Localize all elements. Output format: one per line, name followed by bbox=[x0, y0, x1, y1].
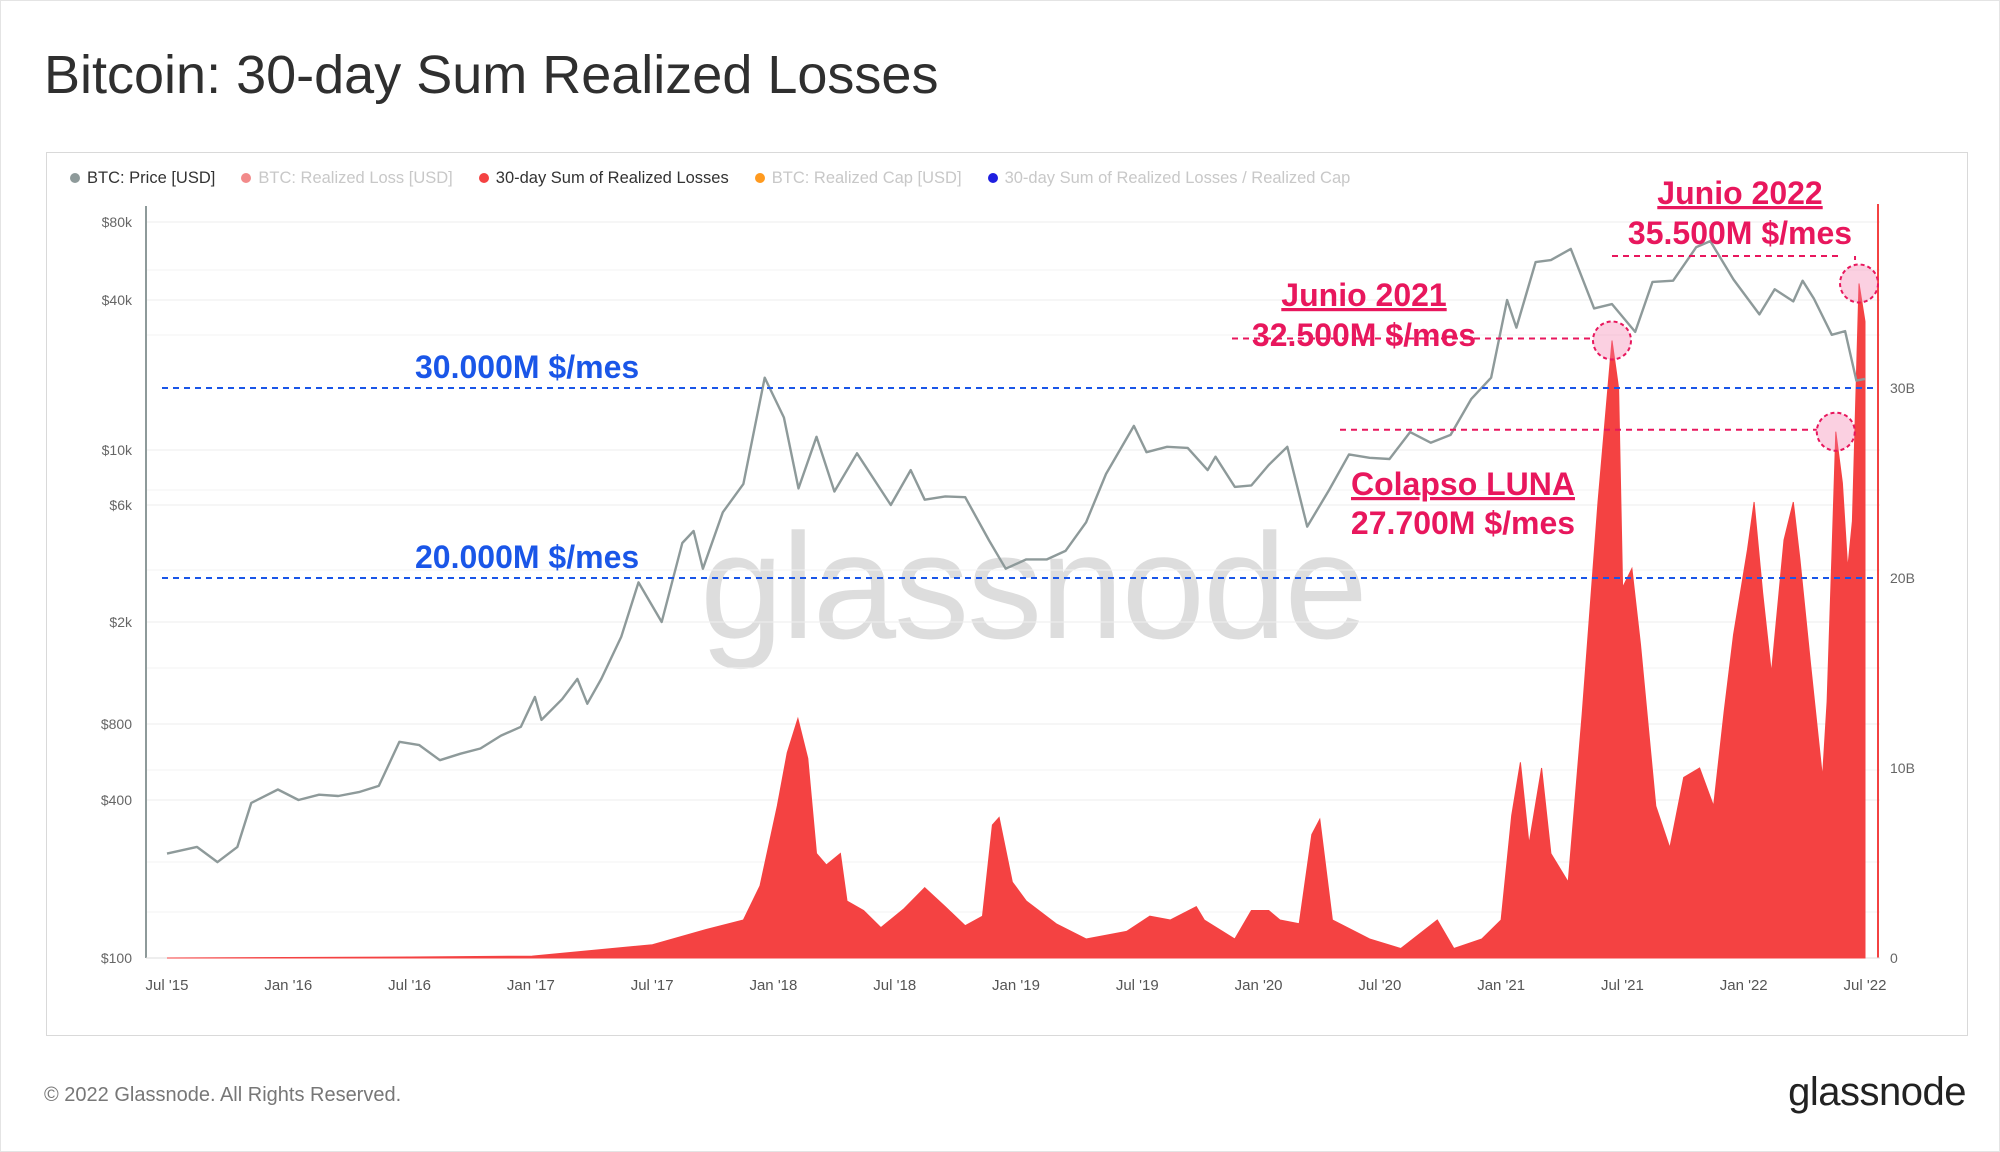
annotation-junio-2022-value: 35.500M $/mes bbox=[1628, 215, 1852, 251]
legend-item-3[interactable]: BTC: Realized Cap [USD] bbox=[754, 168, 962, 188]
y-left-tick-label: $10k bbox=[102, 442, 133, 458]
x-tick-label: Jul '15 bbox=[146, 977, 189, 994]
y-right-tick-label: 10B bbox=[1890, 760, 1915, 776]
x-tick-label: Jul '21 bbox=[1601, 977, 1644, 994]
y-left-tick-label: $800 bbox=[101, 716, 132, 732]
y-left-tick-label: $100 bbox=[101, 950, 132, 966]
watermark-text: glassnode bbox=[700, 502, 1368, 670]
realized-loss-area bbox=[166, 283, 1866, 959]
x-tick-label: Jan '17 bbox=[507, 977, 555, 994]
legend-dot-icon bbox=[70, 173, 80, 183]
legend-dot-icon bbox=[987, 173, 998, 183]
x-tick-label: Jan '19 bbox=[992, 977, 1040, 994]
x-tick-label: Jan '22 bbox=[1720, 977, 1768, 994]
y-right-tick-label: 20B bbox=[1890, 570, 1915, 586]
reference-line-label: 30.000M $/mes bbox=[415, 349, 639, 385]
annotation-luna-title: Colapso LUNA bbox=[1351, 466, 1575, 502]
x-tick-label: Jan '20 bbox=[1235, 977, 1283, 994]
legend-item-4[interactable]: 30-day Sum of Realized Losses / Realized… bbox=[987, 168, 1351, 188]
btc-price-line bbox=[166, 239, 1866, 864]
x-tick-label: Jan '16 bbox=[264, 977, 312, 994]
peak-marker-junio-2021 bbox=[1591, 320, 1632, 361]
x-tick-label: Jul '22 bbox=[1844, 977, 1887, 994]
y-left-tick-label: $400 bbox=[101, 792, 132, 808]
x-tick-label: Jul '18 bbox=[873, 977, 916, 994]
y-left-tick-label: $40k bbox=[102, 292, 133, 308]
chart-legend: BTC: Price [USD] BTC: Realized Loss [USD]… bbox=[70, 166, 1350, 190]
y-right-tick-label: 30B bbox=[1890, 380, 1915, 396]
x-tick-label: Jul '20 bbox=[1358, 977, 1401, 994]
legend-dot-icon bbox=[241, 173, 252, 183]
y-left-tick-label: $80k bbox=[102, 214, 133, 230]
legend-label: 30-day Sum of Realized Losses bbox=[495, 168, 729, 187]
annotation-luna-value: 27.700M $/mes bbox=[1351, 505, 1575, 541]
y-right-tick-label: 0 bbox=[1890, 950, 1898, 966]
y-left-tick-label: $6k bbox=[109, 497, 133, 513]
page-title: Bitcoin: 30-day Sum Realized Losses bbox=[44, 45, 939, 105]
x-tick-label: Jan '21 bbox=[1477, 977, 1525, 994]
legend-item-2[interactable]: 30-day Sum of Realized Losses bbox=[478, 168, 729, 188]
legend-label: BTC: Price [USD] bbox=[87, 168, 216, 187]
legend-label: BTC: Realized Cap [USD] bbox=[771, 168, 962, 187]
legend-item-1[interactable]: BTC: Realized Loss [USD] bbox=[241, 168, 453, 188]
annotation-junio-2022-title: Junio 2022 bbox=[1657, 175, 1822, 211]
peak-marker-luna bbox=[1815, 411, 1856, 452]
x-tick-label: Jul '19 bbox=[1116, 977, 1159, 994]
x-tick-label: Jul '17 bbox=[631, 977, 674, 994]
legend-dot-icon bbox=[754, 173, 765, 183]
legend-item-0[interactable]: BTC: Price [USD] bbox=[70, 169, 215, 188]
legend-dot-icon bbox=[478, 173, 489, 183]
peak-marker-junio-2022 bbox=[1839, 263, 1880, 304]
y-left-tick-label: $2k bbox=[109, 614, 133, 630]
copyright-footer: © 2022 Glassnode. All Rights Reserved. bbox=[44, 1084, 402, 1106]
annotation-junio-2021-title: Junio 2021 bbox=[1281, 277, 1446, 313]
x-tick-label: Jul '16 bbox=[388, 977, 431, 994]
x-tick-label: Jan '18 bbox=[749, 977, 797, 994]
legend-label: BTC: Realized Loss [USD] bbox=[258, 168, 453, 187]
glassnode-logo[interactable]: glassnode bbox=[1788, 1070, 1966, 1114]
reference-line-label: 20.000M $/mes bbox=[415, 539, 639, 575]
legend-label: 30-day Sum of Realized Losses / Realized… bbox=[1004, 168, 1351, 187]
annotation-junio-2021-value: 32.500M $/mes bbox=[1252, 317, 1476, 353]
